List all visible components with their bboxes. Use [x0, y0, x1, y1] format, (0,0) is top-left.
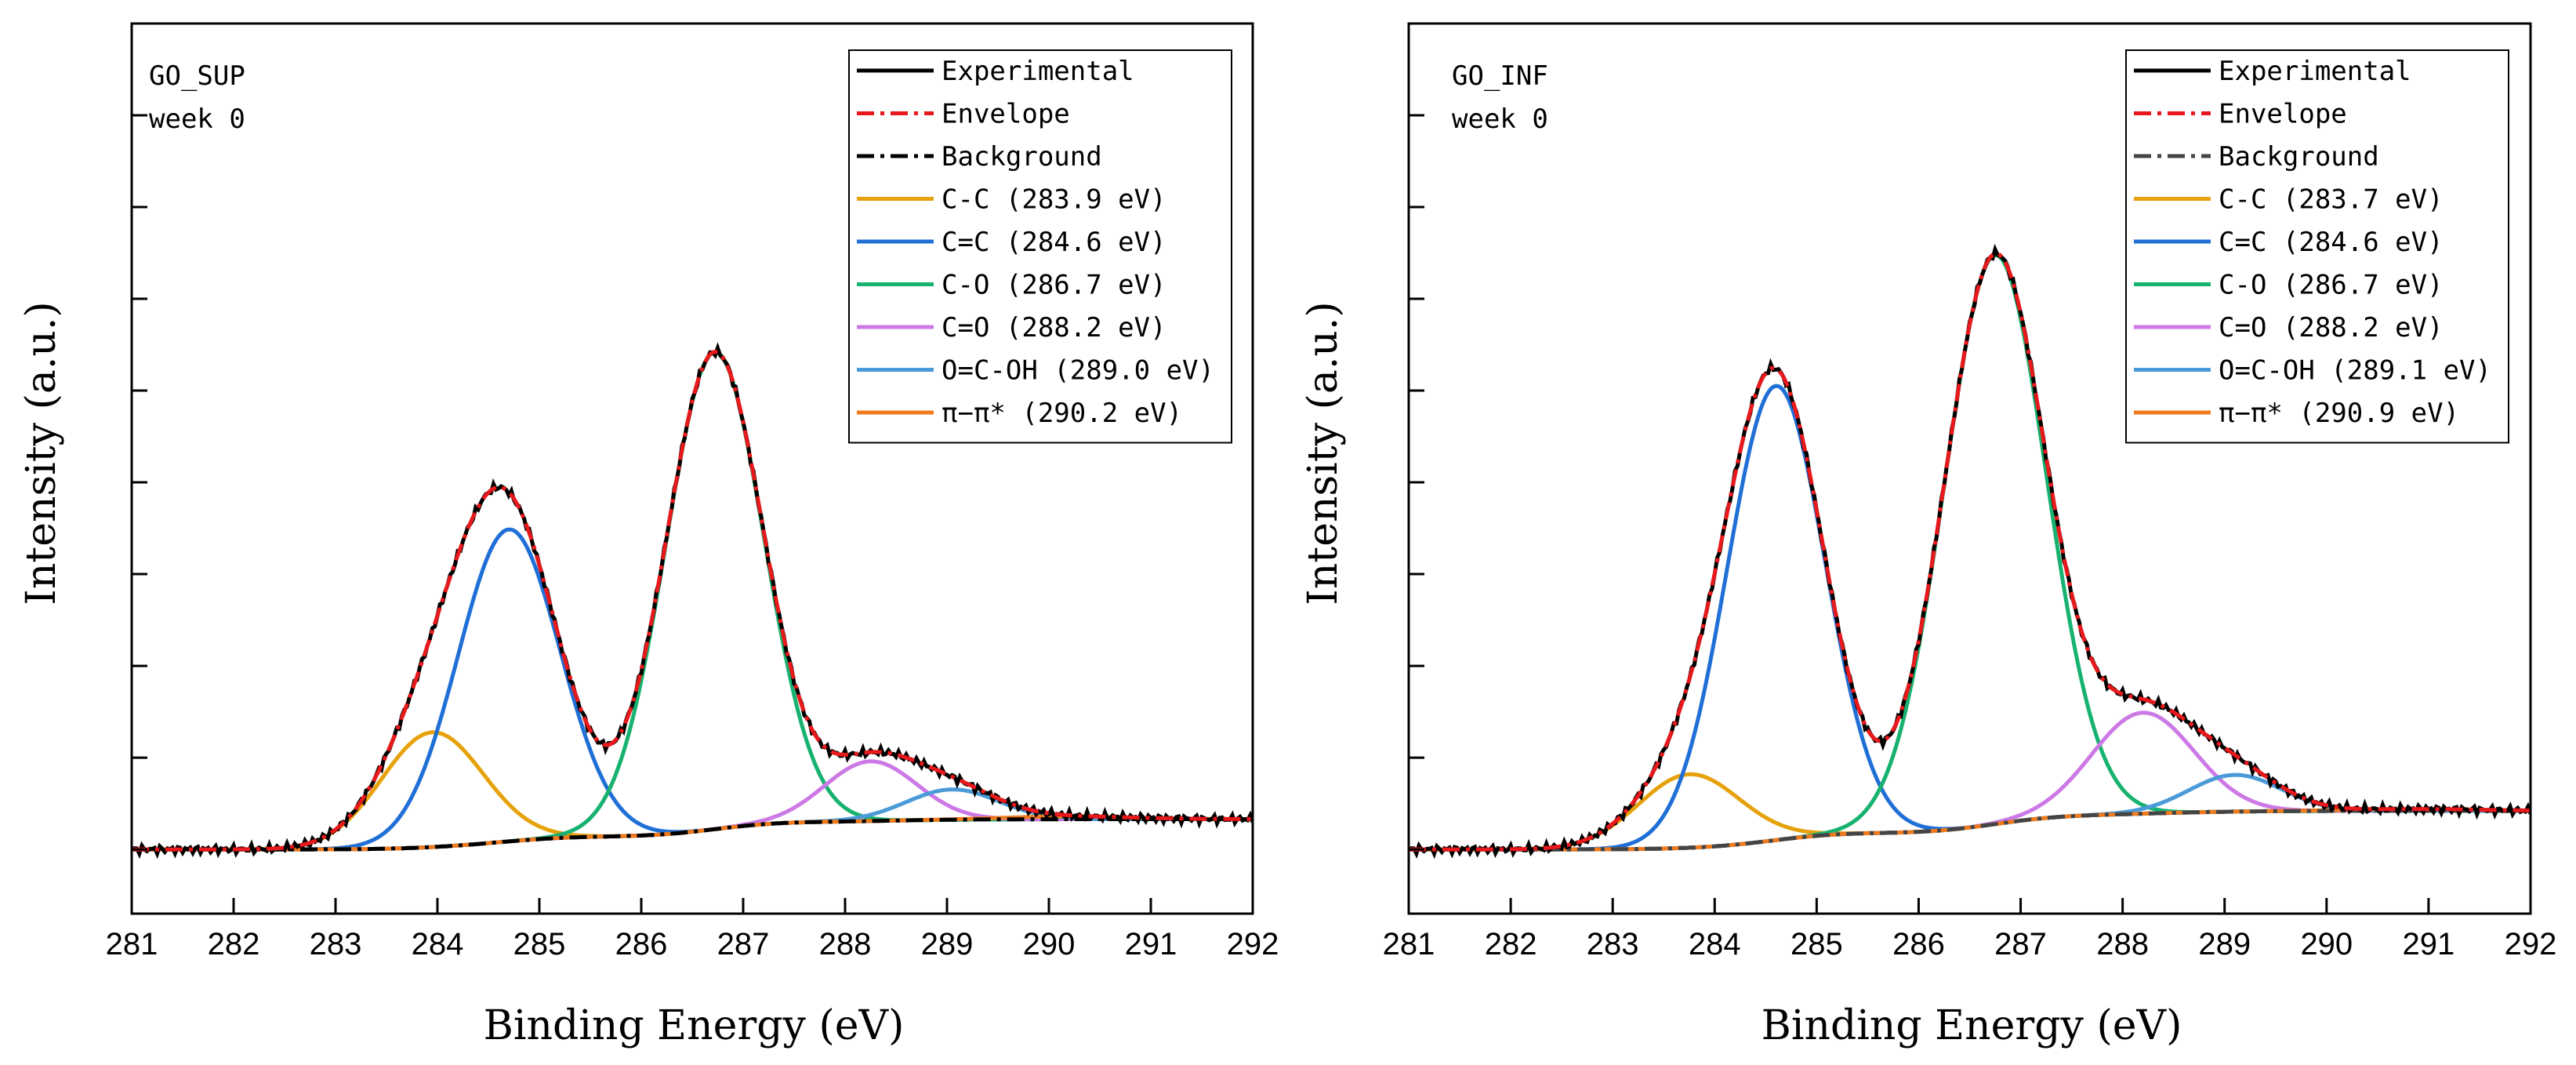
series-line-c-c-284-6-ev — [1409, 383, 2531, 852]
legend-entry-c-c-283-9-ev: C-C (283.9 eV) — [942, 184, 1166, 216]
x-tick-label: 290 — [2300, 927, 2353, 961]
x-axis-title: Binding Energy (eV) — [484, 1002, 905, 1049]
x-tick-label: 286 — [615, 927, 668, 961]
x-tick-label: 291 — [1125, 927, 1177, 961]
x-tick-label: 282 — [208, 927, 260, 961]
y-axis-title: Intensity (a.u.) — [18, 301, 65, 605]
series-line-c-o-288-2-ev — [132, 759, 1253, 852]
legend-entry-290-2-ev: π−π* (290.2 eV) — [942, 398, 1182, 429]
plot-area — [1409, 243, 2531, 860]
legend-entry-experimental: Experimental — [942, 56, 1134, 87]
legend: Experimental Envelope Background C-C (283.9… — [848, 49, 1232, 444]
panel-sublabel: week 0 — [149, 104, 245, 135]
x-tick-label: 291 — [2403, 927, 2455, 961]
legend-entry-experimental: Experimental — [2219, 56, 2411, 87]
legend-entry-c-o-288-2-ev: C=O (288.2 eV) — [2219, 312, 2444, 343]
x-tick-label: 284 — [412, 927, 464, 961]
x-tick-label: 287 — [1994, 927, 2047, 961]
legend-entry-o-c-oh-289-0-ev: O=C-OH (289.0 eV) — [942, 355, 1214, 387]
x-tick-label: 288 — [819, 927, 872, 961]
legend-entry-c-o-286-7-ev: C-O (286.7 eV) — [942, 270, 1166, 301]
legend-entry-envelope: Envelope — [942, 99, 1070, 130]
x-axis-title: Binding Energy (eV) — [1761, 1002, 2182, 1049]
series-line-background — [132, 817, 1253, 852]
legend-entry-background: Background — [2219, 141, 2379, 173]
legend-entry-c-c-284-6-ev: C=C (284.6 eV) — [2219, 227, 2444, 258]
legend-entry-290-9-ev: π−π* (290.9 eV) — [2219, 398, 2459, 429]
x-tick-label: 286 — [1892, 927, 1945, 961]
legend-entry-o-c-oh-289-1-ev: O=C-OH (289.1 eV) — [2219, 355, 2491, 387]
chart-panel-go-sup: GO_SUP week 0 Binding Energy (eV) Intens… — [18, 22, 1279, 1049]
x-tick-label: 290 — [1023, 927, 1076, 961]
legend-box — [2125, 49, 2509, 444]
legend-entry-background: Background — [942, 141, 1102, 173]
series-line-envelope — [132, 349, 1253, 852]
x-tick-label: 283 — [310, 927, 362, 961]
x-tick-label: 289 — [2198, 927, 2251, 961]
series-line-c-c-284-6-ev — [132, 527, 1253, 852]
plot-frame — [1407, 22, 2532, 915]
plot-frame — [130, 22, 1254, 915]
y-axis-title: Intensity (a.u.) — [1300, 301, 1347, 605]
legend-entry-envelope: Envelope — [2219, 99, 2347, 130]
x-tick-label: 292 — [1227, 927, 1279, 961]
x-tick-label: 292 — [2505, 927, 2557, 961]
series-line-envelope — [1409, 251, 2531, 852]
x-tick-label: 287 — [717, 927, 770, 961]
x-tick-label: 281 — [106, 927, 158, 961]
legend-entry-c-o-286-7-ev: C-O (286.7 eV) — [2219, 270, 2444, 301]
legend-box — [848, 49, 1232, 444]
x-tick-label: 285 — [1791, 927, 1843, 961]
x-tick-label: 282 — [1485, 927, 1537, 961]
panel-label: GO_INF — [1452, 60, 1548, 92]
x-tick-label: 281 — [1383, 927, 1435, 961]
chart-panel-go-inf: GO_INF week 0 Binding Energy (eV) Intens… — [1300, 22, 2557, 1049]
plot-area — [132, 342, 1253, 860]
x-tick-label: 285 — [513, 927, 566, 961]
legend-entry-c-o-288-2-ev: C=O (288.2 eV) — [942, 312, 1166, 343]
x-tick-label: 288 — [2096, 927, 2149, 961]
legend-entry-c-c-283-7-ev: C-C (283.7 eV) — [2219, 184, 2444, 216]
panel-sublabel: week 0 — [1452, 104, 1548, 135]
x-tick-label: 284 — [1689, 927, 1741, 961]
legend: Experimental Envelope Background C-C (283.7… — [2125, 49, 2509, 444]
x-tick-label: 289 — [921, 927, 974, 961]
panel-label: GO_SUP — [149, 60, 245, 92]
legend-entry-c-c-284-6-ev: C=C (284.6 eV) — [942, 227, 1166, 258]
x-tick-label: 283 — [1587, 927, 1639, 961]
